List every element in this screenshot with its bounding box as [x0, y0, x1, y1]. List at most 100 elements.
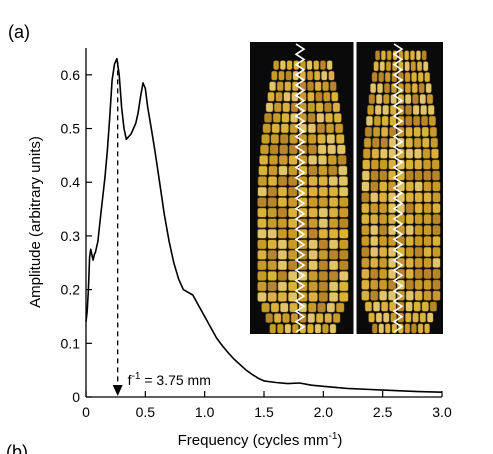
- kernel: [413, 126, 421, 137]
- kernel: [372, 126, 381, 137]
- kernel: [404, 323, 411, 334]
- kernel: [368, 93, 376, 105]
- kernel: [267, 207, 277, 218]
- kernel: [370, 83, 377, 94]
- kernel: [379, 235, 388, 247]
- kernel: [379, 257, 388, 268]
- kernel: [405, 104, 412, 116]
- kernel: [257, 228, 267, 239]
- kernel: [380, 301, 389, 312]
- kernel: [411, 83, 418, 94]
- kernel: [306, 60, 313, 71]
- kernel: [423, 257, 432, 268]
- kernel: [322, 323, 329, 334]
- kernel: [308, 292, 318, 302]
- y-tick-label: 0.6: [61, 67, 81, 83]
- kernel: [431, 148, 439, 159]
- kernel: [339, 197, 349, 208]
- kernel: [363, 137, 372, 148]
- kernel: [423, 181, 432, 192]
- x-tick-label: 1.0: [195, 404, 215, 420]
- kernel: [414, 257, 423, 268]
- kernel: [267, 91, 275, 102]
- kernel: [410, 61, 417, 72]
- kernel: [332, 102, 341, 113]
- kernel: [328, 197, 339, 208]
- kernel: [339, 249, 349, 260]
- kernel: [384, 323, 391, 334]
- kernel: [298, 176, 308, 186]
- kernel: [419, 93, 427, 105]
- kernel: [318, 292, 329, 302]
- kernel: [423, 268, 432, 279]
- kernel: [328, 207, 339, 218]
- kernel: [277, 207, 288, 218]
- kernel: [282, 313, 290, 323]
- kernel: [372, 137, 380, 148]
- kernel: [325, 112, 334, 123]
- kernel: [284, 81, 292, 92]
- kernel: [378, 323, 385, 334]
- kernel: [405, 268, 414, 279]
- kernel: [324, 102, 332, 113]
- kernel: [376, 83, 384, 94]
- kernel: [431, 170, 441, 181]
- kernel: [409, 50, 416, 61]
- kernel: [405, 301, 413, 312]
- marker-layer: f-1 = 3.75 mm: [112, 61, 211, 396]
- kernel: [412, 93, 419, 105]
- kernel: [405, 126, 413, 137]
- kernel: [339, 239, 349, 250]
- kernel: [315, 91, 323, 102]
- kernel: [287, 281, 298, 292]
- kernel: [428, 115, 436, 126]
- kernel: [271, 123, 280, 134]
- kernel: [432, 290, 441, 301]
- kernel: [260, 144, 269, 155]
- kernel: [338, 176, 349, 186]
- kernel: [328, 292, 339, 302]
- kernel: [382, 312, 390, 323]
- kernel: [286, 60, 293, 71]
- kernel: [414, 159, 423, 170]
- kernel: [308, 260, 318, 271]
- kernel: [423, 225, 432, 236]
- kernel: [335, 302, 345, 313]
- kernel: [323, 91, 331, 102]
- kernel: [370, 290, 379, 301]
- y-tick-label: 0.2: [61, 282, 81, 298]
- kernel: [379, 214, 388, 225]
- kernel: [316, 123, 326, 134]
- marker-label: f-1 = 3.75 mm: [128, 371, 211, 388]
- kernel: [267, 239, 277, 250]
- kernel: [404, 50, 410, 61]
- zigzag-trace: [392, 43, 404, 333]
- kernel: [421, 301, 429, 312]
- kernel: [331, 91, 339, 102]
- kernel: [283, 91, 291, 102]
- kernel: [290, 313, 299, 323]
- kernel: [431, 159, 440, 170]
- kernel: [313, 60, 320, 71]
- kernel: [328, 260, 339, 271]
- kernel: [307, 81, 314, 92]
- kernel: [277, 218, 288, 229]
- kernel: [261, 134, 270, 144]
- kernel: [329, 323, 337, 334]
- kernel: [308, 165, 318, 176]
- kernel: [405, 170, 414, 181]
- kernel: [415, 50, 421, 61]
- kernel: [277, 292, 288, 302]
- kernel: [370, 214, 379, 225]
- kernel: [314, 81, 322, 92]
- kernel: [380, 50, 386, 61]
- kernel: [423, 279, 432, 290]
- kernel: [361, 214, 370, 225]
- kernel: [379, 290, 388, 301]
- kernel: [361, 203, 370, 214]
- kernel: [267, 271, 277, 281]
- kernel: [422, 148, 431, 159]
- kernel: [365, 115, 374, 126]
- kernel: [307, 91, 315, 102]
